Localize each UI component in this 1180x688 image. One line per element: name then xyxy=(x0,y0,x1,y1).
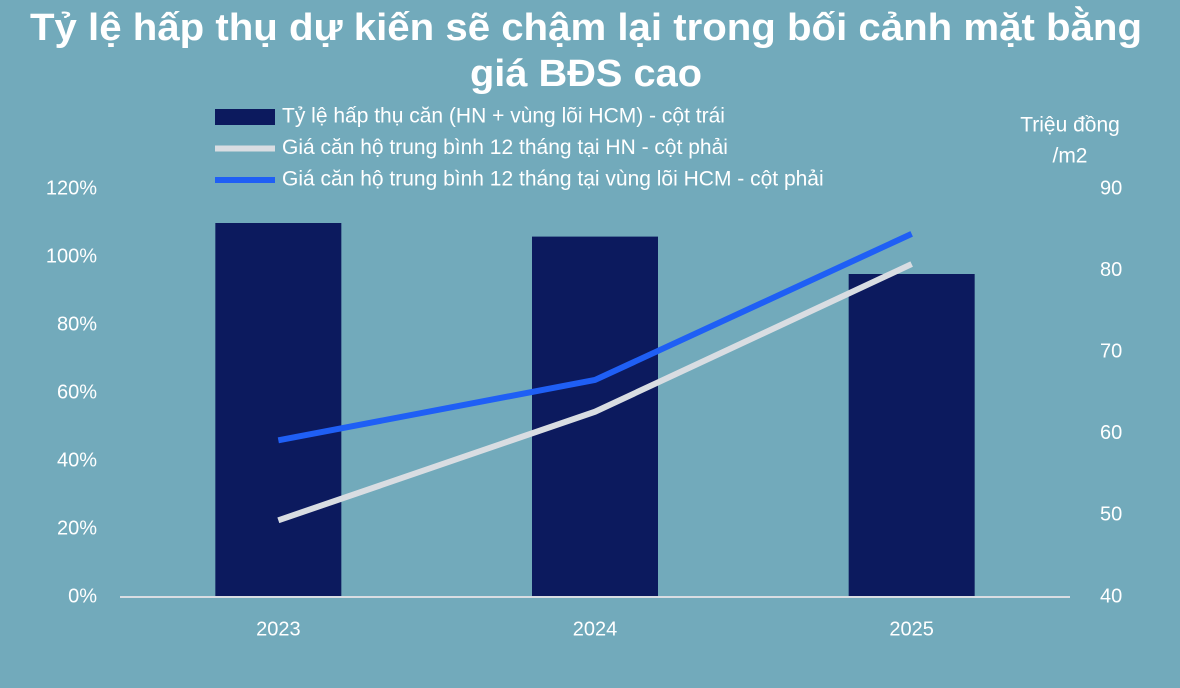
line xyxy=(277,261,913,524)
bar xyxy=(215,223,342,597)
y-tick-label: 120% xyxy=(46,177,97,199)
y-tick-label: 80% xyxy=(57,313,97,335)
chart-title: giá BĐS cao xyxy=(470,53,702,95)
legend-label: Giá căn hộ trung bình 12 tháng tại vùng … xyxy=(282,168,824,191)
x-tick-label: 2023 xyxy=(256,618,301,640)
bar xyxy=(848,274,975,597)
y-tick-label: 60% xyxy=(57,381,97,403)
y-tick-label: 40% xyxy=(57,449,97,471)
y-tick-label: 0% xyxy=(68,585,97,607)
bar xyxy=(532,236,658,597)
legend-label: Giá căn hộ trung bình 12 tháng tại HN - … xyxy=(282,136,728,159)
line xyxy=(277,231,913,444)
legend-label: Tỷ lệ hấp thụ căn (HN + vùng lõi HCM) - … xyxy=(282,105,725,128)
y2-tick-label: 60 xyxy=(1100,422,1122,444)
legend-swatch xyxy=(215,109,275,125)
y2-axis-title: /m2 xyxy=(1052,145,1087,168)
chart-title: Tỷ lệ hấp thụ dự kiến sẽ chậm lại trong … xyxy=(30,5,1142,49)
y-tick-label: 20% xyxy=(57,517,97,539)
x-tick-label: 2024 xyxy=(573,618,618,640)
x-tick-label: 2025 xyxy=(889,618,934,640)
y2-tick-label: 70 xyxy=(1100,340,1122,362)
y-tick-label: 100% xyxy=(46,245,97,267)
y2-tick-label: 40 xyxy=(1100,585,1122,607)
y2-tick-label: 50 xyxy=(1100,504,1122,526)
y2-axis-title: Triệu đồng xyxy=(1020,114,1120,137)
y2-tick-label: 80 xyxy=(1100,259,1122,281)
y2-tick-label: 90 xyxy=(1100,177,1122,199)
